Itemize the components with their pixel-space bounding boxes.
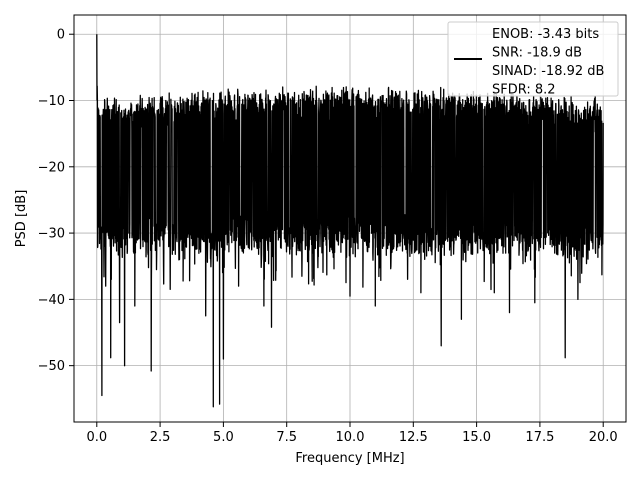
- x-tick-label: 17.5: [525, 430, 554, 445]
- y-axis-ticks: 0 −10 −20 −30 −40 −50: [38, 28, 74, 374]
- y-tick-label: −10: [38, 94, 65, 109]
- psd-series-line: [96, 34, 604, 408]
- x-tick-label: 5.0: [213, 430, 234, 445]
- legend-box: [447, 21, 619, 97]
- y-tick-label: −20: [38, 160, 65, 175]
- y-axis-label: PSD [dB]: [14, 190, 29, 248]
- y-tick-label: −50: [38, 359, 65, 374]
- y-tick-label: 0: [57, 28, 65, 43]
- x-tick-label: 7.5: [276, 430, 297, 445]
- x-tick-label: 0.0: [86, 430, 107, 445]
- x-tick-label: 12.5: [399, 430, 428, 445]
- legend-entry-sfdr: SFDR: 8.2: [492, 83, 556, 98]
- x-axis-ticks: 0.0 2.5 5.0 7.5 10.0 12.5 15.0 17.5 20.0: [86, 422, 618, 445]
- legend: ENOB: -3.43 bits SNR: -18.9 dB SINAD: -1…: [447, 21, 619, 98]
- x-tick-label: 2.5: [150, 430, 171, 445]
- axes-frame: [73, 14, 627, 423]
- legend-entry-enob: ENOB: -3.43 bits: [492, 27, 599, 42]
- legend-entry-snr: SNR: -18.9 dB: [492, 46, 582, 61]
- x-tick-label: 10.0: [336, 430, 365, 445]
- legend-entry-sinad: SINAD: -18.92 dB: [492, 64, 604, 79]
- x-tick-label: 20.0: [589, 430, 618, 445]
- y-tick-label: −30: [38, 227, 65, 242]
- y-tick-label: −40: [38, 293, 65, 308]
- x-axis-label: Frequency [MHz]: [295, 451, 404, 466]
- x-tick-label: 15.0: [462, 430, 491, 445]
